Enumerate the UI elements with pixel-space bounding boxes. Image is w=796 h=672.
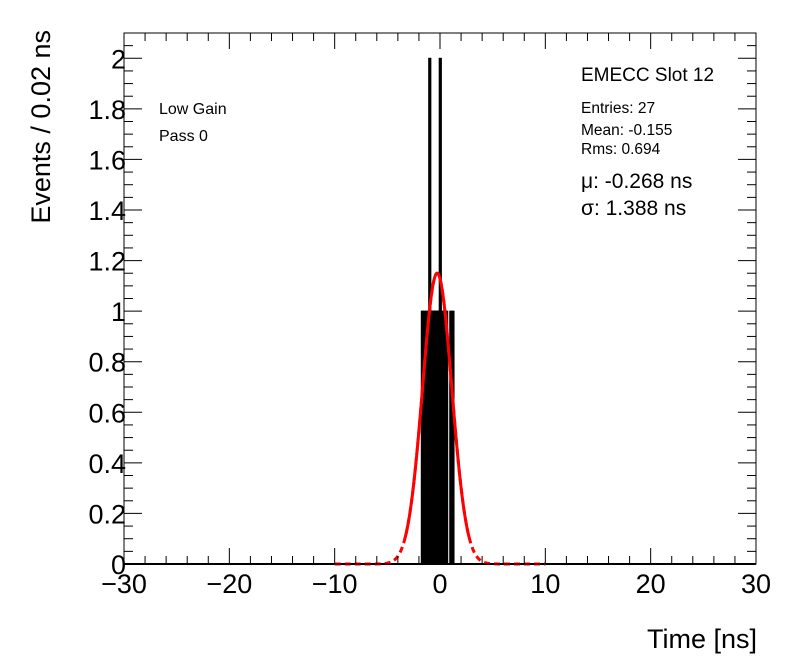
x-tick-label: −10 (312, 569, 358, 599)
y-tick-label: 1.2 (88, 247, 126, 277)
y-tick-label: 0.8 (88, 348, 126, 378)
x-tick-label: −20 (206, 569, 252, 599)
gaussian-fit-curve-core (403, 271, 471, 539)
stats-entries: Entries: 27 (581, 100, 655, 117)
stats-rms: Rms: 0.694 (581, 141, 661, 158)
x-tick-label: −30 (101, 569, 147, 599)
stats-title: EMECC Slot 12 (581, 65, 714, 86)
fit-sigma: σ: 1.388 ns (581, 197, 686, 220)
fit-mu: μ: -0.268 ns (581, 170, 692, 193)
y-tick-label: 1.6 (88, 145, 126, 175)
x-tick-label: 10 (530, 569, 560, 599)
annotation-gain: Low Gain (159, 101, 227, 118)
y-tick-label: 2 (111, 44, 126, 74)
histogram-bar (451, 310, 455, 565)
y-tick-label: 0.2 (88, 499, 126, 529)
y-tick-label: 1 (111, 297, 126, 327)
y-tick-label: 0.6 (88, 398, 126, 428)
histogram-core (428, 311, 443, 564)
x-axis-title: Time [ns] (647, 624, 757, 654)
y-tick-label: 1.8 (88, 95, 126, 125)
x-tick-label: 30 (741, 569, 771, 599)
y-tick-label: 0.4 (88, 449, 126, 479)
x-tick-labels: −30 −20 −10 0 10 20 30 (101, 569, 771, 599)
y-tick-labels: 0 0.2 0.4 0.6 0.8 1 1.2 1.4 1.6 1.8 2 (88, 44, 126, 580)
stats-mean: Mean: -0.155 (581, 122, 672, 139)
axis-ticks (123, 32, 757, 565)
annotation-pass: Pass 0 (159, 128, 208, 145)
y-tick-label: 0 (111, 550, 126, 580)
x-tick-label: 0 (432, 569, 447, 599)
y-tick-label: 1.4 (88, 196, 126, 226)
y-axis-title: Events / 0.02 ns (26, 30, 56, 224)
x-tick-label: 20 (636, 569, 666, 599)
